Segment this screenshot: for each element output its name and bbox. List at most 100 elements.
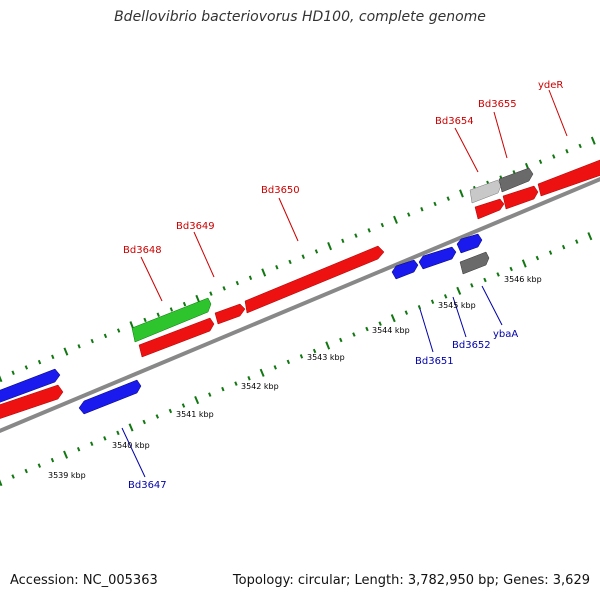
minor-tick	[367, 228, 371, 233]
upper-tick-scale	[0, 136, 596, 383]
minor-tick	[103, 333, 108, 339]
minor-tick	[420, 207, 424, 212]
major-tick	[194, 396, 200, 405]
major-tick	[521, 259, 527, 268]
gene-bd3650b-feature[interactable]	[244, 245, 385, 314]
major-tick	[456, 286, 462, 295]
minor-tick	[407, 212, 411, 217]
label-bd3650: Bd3650	[261, 185, 300, 196]
gene-bd3649-feature[interactable]	[138, 317, 215, 358]
lower-tick-scale	[0, 232, 593, 487]
gene-left-blue-feature[interactable]	[0, 368, 61, 406]
major-tick	[459, 189, 464, 198]
forward-callouts	[140, 89, 568, 302]
minor-tick	[535, 255, 540, 261]
kbp-label: 3540 kbp	[112, 441, 150, 450]
major-tick	[128, 423, 134, 432]
reverse-genes	[0, 233, 483, 415]
gene-grey-light-feature[interactable]	[469, 179, 502, 204]
minor-tick	[247, 376, 251, 381]
major-tick	[63, 450, 69, 459]
label-bd3651: Bd3651	[415, 356, 454, 367]
label-bd3652: Bd3652	[452, 340, 491, 351]
label-ybaA: ybaA	[493, 329, 518, 340]
gene-ydeR-feature[interactable]	[537, 158, 600, 197]
minor-tick	[234, 381, 238, 386]
minor-tick	[339, 337, 343, 343]
genome-summary-text: Topology: circular; Length: 3,782,950 bp…	[232, 573, 590, 588]
major-tick	[325, 341, 331, 350]
gene-bd3652-feature[interactable]	[418, 246, 457, 270]
major-tick	[393, 215, 398, 224]
minor-tick	[561, 244, 566, 250]
minor-tick	[222, 286, 226, 291]
minor-tick	[11, 474, 15, 479]
gene-bd3651-feature[interactable]	[391, 259, 419, 280]
minor-tick	[90, 441, 94, 446]
minor-tick	[288, 259, 292, 265]
minor-tick	[248, 275, 253, 281]
minor-tick	[299, 354, 304, 359]
kbp-label: 3546 kbp	[504, 275, 542, 284]
label-bd3648: Bd3648	[123, 245, 162, 256]
gene-grey-dark-feature[interactable]	[498, 167, 534, 193]
major-tick	[327, 242, 333, 251]
minor-tick	[404, 310, 409, 315]
minor-tick	[417, 305, 422, 310]
minor-tick	[430, 299, 435, 304]
minor-tick	[11, 370, 15, 375]
label-bd3647: Bd3647	[128, 480, 167, 491]
minor-tick	[365, 326, 369, 332]
minor-tick	[24, 365, 29, 370]
minor-tick	[103, 436, 107, 441]
minor-tick	[169, 307, 174, 312]
minor-tick	[116, 328, 121, 333]
label-bd3649: Bd3649	[176, 221, 215, 232]
kbp-label: 3543 kbp	[307, 353, 345, 362]
minor-tick	[168, 408, 173, 414]
major-tick	[587, 232, 593, 241]
forward-genes	[0, 158, 600, 422]
minor-tick	[76, 447, 81, 452]
minor-tick	[341, 238, 345, 244]
minor-tick	[273, 365, 277, 370]
minor-tick	[548, 250, 553, 255]
gene-bd3654-feature[interactable]	[474, 198, 505, 220]
kbp-label: 3539 kbp	[48, 471, 86, 480]
accession-text: Accession: NC_005363	[10, 573, 158, 588]
minor-tick	[51, 354, 55, 360]
minor-tick	[116, 430, 120, 436]
minor-tick	[275, 265, 279, 270]
gene-bd3655-feature[interactable]	[502, 185, 539, 210]
map-title: Bdellovibrio bacteriovorus HD100, comple…	[114, 9, 486, 25]
minor-tick	[37, 463, 42, 468]
rna-gene-feature[interactable]	[131, 297, 212, 343]
major-tick	[0, 479, 3, 487]
minor-tick	[354, 233, 358, 238]
gene-bd3648-feature[interactable]	[0, 384, 64, 422]
minor-tick	[156, 312, 160, 317]
minor-tick	[552, 154, 556, 159]
minor-tick	[37, 359, 42, 365]
gene-bd3647-feature[interactable]	[78, 379, 142, 415]
minor-tick	[378, 321, 382, 326]
gene-bd3650-feature[interactable]	[214, 303, 246, 325]
minor-tick	[90, 338, 94, 344]
minor-tick	[155, 414, 160, 419]
gene-ybaA-feature[interactable]	[456, 233, 483, 254]
minor-tick	[483, 277, 487, 283]
label-bd3654: Bd3654	[435, 116, 474, 127]
major-tick	[63, 347, 69, 356]
minor-tick	[24, 468, 28, 474]
major-tick	[259, 368, 265, 377]
minor-tick	[143, 317, 147, 323]
minor-tick	[443, 294, 448, 299]
minor-tick	[182, 301, 187, 307]
gene-grey-dark2-feature[interactable]	[459, 251, 490, 275]
kbp-label: 3545 kbp	[438, 301, 476, 310]
minor-tick	[221, 386, 225, 392]
major-tick	[261, 268, 267, 277]
kbp-label: 3542 kbp	[241, 382, 279, 391]
minor-tick	[301, 254, 305, 259]
